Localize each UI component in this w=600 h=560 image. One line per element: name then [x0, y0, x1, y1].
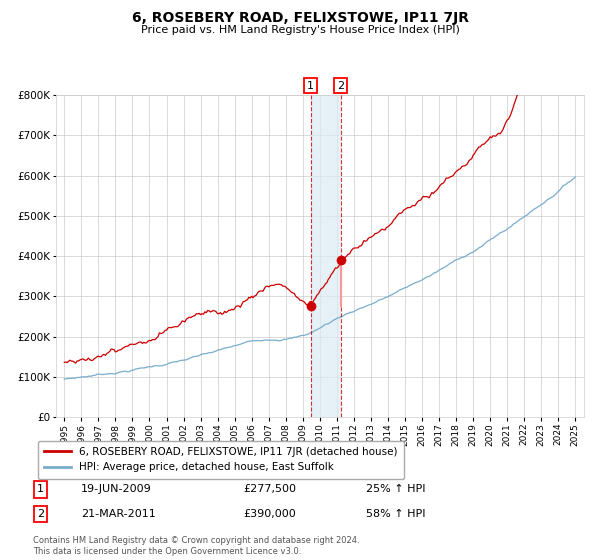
- Text: Contains HM Land Registry data © Crown copyright and database right 2024.
This d: Contains HM Land Registry data © Crown c…: [33, 536, 359, 556]
- Text: 19-JUN-2009: 19-JUN-2009: [81, 484, 152, 494]
- Text: £390,000: £390,000: [243, 509, 296, 519]
- Text: 1: 1: [307, 81, 314, 91]
- Text: 58% ↑ HPI: 58% ↑ HPI: [366, 509, 425, 519]
- Text: 2: 2: [337, 81, 344, 91]
- Text: Price paid vs. HM Land Registry's House Price Index (HPI): Price paid vs. HM Land Registry's House …: [140, 25, 460, 35]
- Legend: 6, ROSEBERY ROAD, FELIXSTOWE, IP11 7JR (detached house), HPI: Average price, det: 6, ROSEBERY ROAD, FELIXSTOWE, IP11 7JR (…: [38, 441, 404, 479]
- Text: 6, ROSEBERY ROAD, FELIXSTOWE, IP11 7JR: 6, ROSEBERY ROAD, FELIXSTOWE, IP11 7JR: [131, 11, 469, 25]
- Text: £277,500: £277,500: [243, 484, 296, 494]
- Text: 25% ↑ HPI: 25% ↑ HPI: [366, 484, 425, 494]
- Bar: [311, 95, 341, 417]
- Text: 1: 1: [37, 484, 44, 494]
- Text: 2: 2: [37, 509, 44, 519]
- Text: 21-MAR-2011: 21-MAR-2011: [81, 509, 156, 519]
